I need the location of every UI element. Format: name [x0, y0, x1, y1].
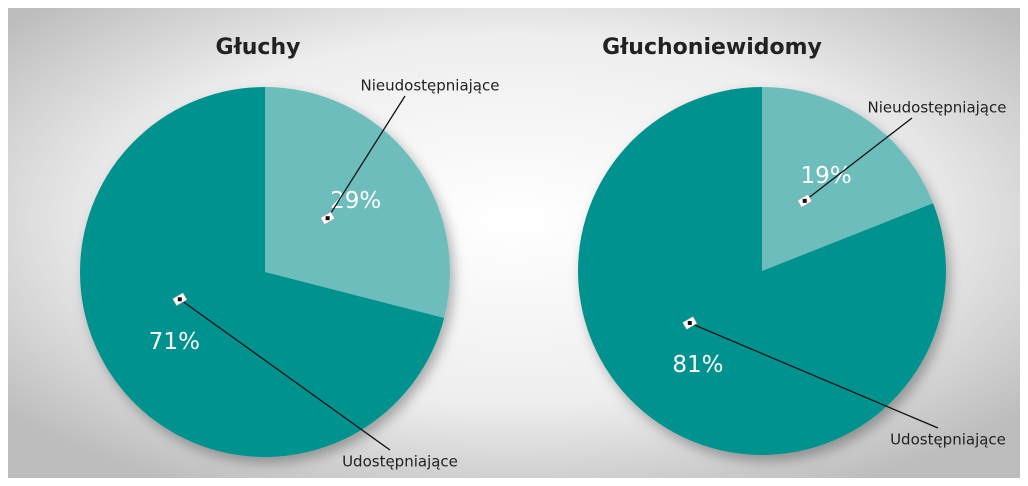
- callout-dot: [802, 198, 807, 203]
- callout-line: [689, 322, 939, 429]
- value-label: 19%: [801, 163, 852, 189]
- category-label: Nieudostępniające: [361, 77, 500, 95]
- pie: [577, 87, 946, 455]
- callout-line: [804, 117, 913, 202]
- pie-slice: [265, 87, 450, 319]
- callout-dot: [325, 216, 330, 221]
- value-label: 81%: [672, 352, 723, 378]
- chart-title: Głuchoniewidomy: [602, 35, 822, 60]
- pie-slice: [577, 87, 946, 455]
- category-label: Nieudostępniające: [868, 99, 1007, 117]
- callout-dot: [687, 320, 692, 325]
- pie-slice: [762, 87, 934, 271]
- category-label: Udostępniające: [342, 453, 458, 471]
- callout-line: [179, 298, 391, 451]
- pie: [80, 87, 450, 458]
- category-label: Udostępniające: [890, 431, 1006, 449]
- callout-line: [327, 95, 406, 219]
- chart-title: Głuchy: [216, 35, 301, 60]
- value-label: 71%: [149, 329, 200, 355]
- callout-dot: [177, 297, 182, 302]
- pie-slice: [80, 87, 445, 458]
